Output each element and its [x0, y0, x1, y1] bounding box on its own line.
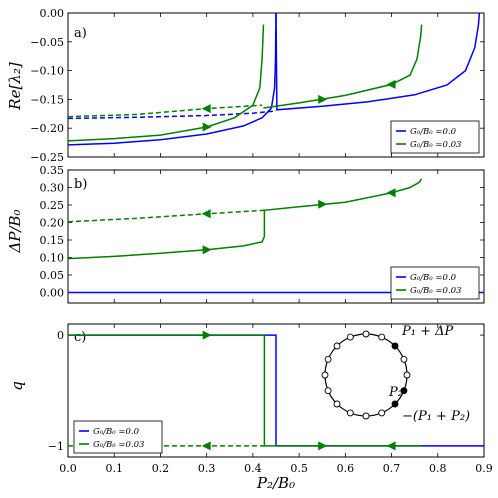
x-tick-label: 0.2: [152, 462, 170, 475]
y-tick-label: 0.35: [40, 164, 65, 177]
series-line: [68, 334, 422, 447]
inset-label-neg: −(P₁ + P₂): [402, 409, 470, 424]
panel-b-label: b): [74, 177, 87, 192]
y-tick-label: 0.10: [40, 252, 65, 265]
series-line: [68, 178, 423, 260]
y-tick-label: 0.00: [40, 287, 65, 300]
y-tick-label: −1: [48, 440, 64, 453]
y-tick-label: −0.15: [30, 93, 64, 106]
legend-label: G₀/B₀ =0.0: [410, 273, 457, 283]
series-line: [68, 209, 265, 223]
y-tick-label: 0.20: [40, 217, 65, 230]
legend-box: [390, 266, 480, 300]
direction-arrow: [386, 79, 396, 89]
ring-inset: P₁ + ΔP P₂ −(P₁ + P₂): [321, 324, 470, 424]
y-tick-label: 0: [57, 329, 64, 342]
ring-node: [362, 330, 370, 338]
panel-a-label: a): [74, 26, 87, 41]
panel-a-legend: G₀/B₀ =0.0 G₀/B₀ =0.03: [390, 120, 480, 154]
x-tick-label: 0.9: [475, 462, 493, 475]
x-tick-label: 0.6: [337, 462, 355, 475]
series-line: [68, 13, 277, 146]
ring-node: [324, 355, 332, 363]
x-tick-label: 0.0: [59, 462, 77, 475]
direction-arrow: [201, 104, 211, 114]
legend-label: G₀/B₀ =0.03: [93, 440, 144, 450]
legend-label: G₀/B₀ =0.0: [93, 427, 140, 437]
x-tick-label: 0.3: [198, 462, 216, 475]
y-tick-label: −0.25: [30, 151, 64, 164]
y-tick-label: 0.05: [40, 269, 65, 282]
panel-c-label: c): [74, 330, 86, 345]
panel-c-plot: 0.0 0.1 0.2 0.3 0.4 0.5 0.6 0.7 0.8 0.9 0 −1 G₀/B₀ =…: [48, 323, 493, 475]
panel-b-plot: 0.35 0.30 0.25 0.20 0.15 0.10 0.05 0.00 G₀/B₀ =0…: [40, 164, 485, 304]
ring-node: [378, 409, 386, 417]
y-tick-label: −0.20: [30, 122, 64, 135]
y-tick-label: −0.05: [30, 36, 64, 49]
ring-node: [333, 400, 341, 408]
direction-arrow: [386, 188, 396, 198]
series-line: [68, 110, 277, 120]
direction-arrow: [201, 209, 211, 219]
panel-a-series: [68, 13, 481, 146]
ring-node-filled: [391, 400, 399, 408]
y-tick-label: 0.15: [40, 234, 65, 247]
x-tick-label: 0.1: [105, 462, 123, 475]
panel-b-legend: G₀/B₀ =0.0 G₀/B₀ =0.03: [390, 266, 480, 300]
ring-node-filled: [400, 387, 408, 395]
direction-arrow: [202, 330, 212, 340]
direction-arrow: [202, 122, 212, 132]
ring-node: [362, 412, 370, 420]
ring-node: [400, 355, 408, 363]
panel-b-ylabel: ΔP/B₀: [6, 209, 24, 253]
panel-c: q c) P₂/B₀: [8, 330, 295, 492]
y-tick-label: −0.10: [30, 65, 64, 78]
ring-node: [321, 371, 329, 379]
panel-b-frame: [67, 169, 485, 304]
series-line: [68, 104, 263, 118]
inset-label-p2: P₂: [388, 385, 403, 400]
direction-arrow: [318, 441, 328, 451]
direction-arrow: [201, 441, 211, 451]
legend-box: [73, 420, 163, 454]
series-line: [263, 24, 423, 109]
legend-label: G₀/B₀ =0.03: [410, 140, 461, 150]
legend-label: G₀/B₀ =0.0: [410, 127, 457, 137]
ring-node-filled: [391, 342, 399, 350]
ring-node: [403, 371, 411, 379]
series-line: [68, 24, 265, 142]
y-tick-label: 0.25: [40, 199, 65, 212]
panel-c-frame: [67, 323, 485, 458]
ring-node: [333, 342, 341, 350]
legend-label: G₀/B₀ =0.03: [410, 286, 461, 296]
panel-b: ΔP/B₀ b): [6, 177, 87, 254]
x-tick-label: 0.8: [429, 462, 447, 475]
ring-node: [346, 333, 354, 341]
x-tick-label: 0.5: [290, 462, 308, 475]
panel-a: Re[λ₂] a): [6, 26, 87, 111]
series-line: [275, 13, 481, 111]
ring-node: [346, 409, 354, 417]
inset-label-p1-dp: P₁ + ΔP: [401, 324, 454, 339]
panel-c-legend: G₀/B₀ =0.0 G₀/B₀ =0.03: [73, 420, 163, 454]
x-tick-label: 0.4: [244, 462, 262, 475]
y-tick-label: 0.00: [40, 7, 65, 20]
direction-arrow: [202, 245, 212, 255]
direction-arrow: [318, 94, 328, 104]
direction-arrow: [386, 441, 396, 451]
panel-c-ylabel: q: [8, 381, 26, 391]
ring-node: [324, 387, 332, 395]
ring-node: [378, 333, 386, 341]
y-tick-label: 0.30: [40, 182, 65, 195]
panel-a-ylabel: Re[λ₂]: [6, 62, 24, 111]
legend-box: [390, 120, 480, 154]
direction-arrow: [318, 199, 328, 209]
x-tick-label: 0.7: [383, 462, 401, 475]
panel-c-xlabel: P₂/B₀: [256, 474, 295, 492]
